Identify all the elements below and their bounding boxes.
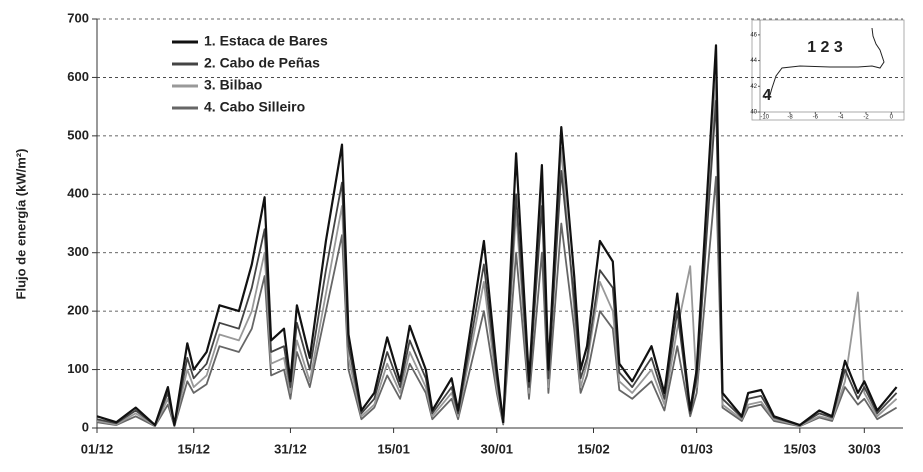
inset-x-tick-label: -4 bbox=[838, 115, 844, 121]
inset-x-tick-label: -10 bbox=[760, 115, 769, 121]
x-tick-label: 31/12 bbox=[274, 441, 307, 456]
inset-x-tick-label: -8 bbox=[787, 115, 793, 121]
y-tick-label: 700 bbox=[67, 10, 89, 25]
inset-y-tick-label: 42 bbox=[750, 84, 757, 90]
inset-y-tick-label: 40 bbox=[750, 110, 757, 116]
legend-label: 3. Bilbao bbox=[204, 77, 262, 93]
inset-label: 1 2 3 bbox=[807, 39, 843, 56]
x-tick-label: 01/03 bbox=[680, 441, 713, 456]
x-tick-label: 15/02 bbox=[577, 441, 610, 456]
y-tick-label: 600 bbox=[67, 69, 89, 84]
inset-map: -10 -8 -6 -4 -2 0 40 42 44 46 1 2 3 4 bbox=[750, 19, 905, 121]
inset-x-tick-label: 0 bbox=[890, 115, 894, 121]
series-line bbox=[96, 44, 898, 427]
x-tick-label: 15/01 bbox=[377, 441, 410, 456]
legend-label: 1. Estaca de Bares bbox=[204, 33, 328, 49]
x-tick-label: 30/01 bbox=[481, 441, 514, 456]
x-tick-label: 15/03 bbox=[784, 441, 817, 456]
inset-x-tick-label: -6 bbox=[813, 115, 819, 121]
inset-y-tick-label: 44 bbox=[750, 58, 757, 64]
inset-x-tick-label: -2 bbox=[863, 115, 869, 121]
inset-frame bbox=[751, 19, 905, 121]
y-tick-label: 100 bbox=[67, 361, 89, 376]
x-tick-label: 01/12 bbox=[81, 441, 114, 456]
y-tick-label: 0 bbox=[82, 419, 89, 434]
inset-label: 4 bbox=[763, 87, 772, 104]
x-tick-label: 30/03 bbox=[848, 441, 881, 456]
legend-label: 4. Cabo Silleiro bbox=[204, 99, 305, 115]
y-tick-label: 400 bbox=[67, 186, 89, 201]
y-axis-label: Flujo de energía (kW/m²) bbox=[13, 149, 28, 300]
x-tick-label: 15/12 bbox=[177, 441, 210, 456]
inset-y-tick-label: 46 bbox=[750, 32, 757, 38]
y-tick-label: 200 bbox=[67, 303, 89, 318]
legend-label: 2. Cabo de Peñas bbox=[204, 55, 320, 71]
coastline bbox=[764, 27, 885, 99]
y-tick-label: 300 bbox=[67, 244, 89, 259]
y-tick-label: 500 bbox=[67, 127, 89, 142]
